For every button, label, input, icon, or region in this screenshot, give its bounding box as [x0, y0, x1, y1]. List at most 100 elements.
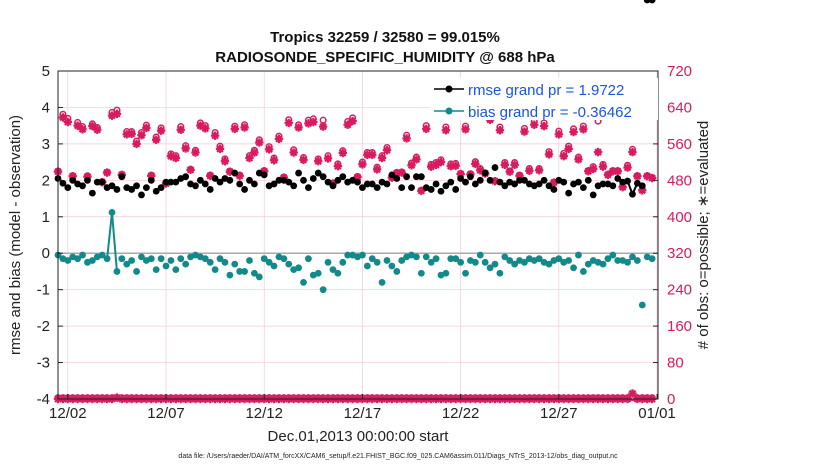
obs-evaluated-stroke [613, 167, 622, 175]
obs-evaluated-point [210, 131, 220, 140]
obs-evaluated-point [318, 122, 328, 131]
bias-point [599, 260, 607, 268]
bias-point [422, 253, 430, 261]
obs-evaluated-point [255, 138, 264, 147]
obs-evaluated-stroke [181, 144, 190, 153]
rmse-point [496, 178, 504, 186]
obs-evaluated-point [372, 165, 382, 174]
bias-point [206, 258, 214, 266]
bias-point [319, 286, 327, 294]
bias-point [575, 251, 582, 259]
obs-evaluated-point [314, 157, 323, 166]
obs-evaluated-point [142, 123, 151, 133]
obs-evaluated-point [368, 150, 377, 160]
rmse-point [486, 176, 494, 184]
x-tick-label: 12/27 [540, 405, 578, 422]
obs-evaluated-point [647, 173, 657, 183]
y-tick-label: 1 [42, 209, 50, 226]
rmse-point [192, 182, 199, 190]
y-right-tick-label: 0 [667, 391, 675, 408]
rmse-point [447, 178, 455, 186]
bias-point [383, 257, 391, 264]
obs-evaluated-stroke [559, 152, 568, 160]
obs-evaluated-stroke [294, 123, 303, 132]
rmse-point [319, 173, 327, 181]
obs-evaluated-stroke [93, 126, 102, 134]
rmse-point [241, 186, 248, 193]
rmse-point [182, 173, 190, 181]
obs-evaluated-stroke [142, 124, 151, 132]
rmse-point [614, 175, 622, 182]
rmse-point [393, 175, 401, 182]
rmse-point [354, 178, 361, 186]
obs-evaluated-stroke [471, 160, 480, 168]
rmse-point [167, 178, 175, 186]
bias-point [157, 255, 165, 263]
rmse-point [491, 164, 499, 171]
rmse-point [290, 182, 298, 190]
rmse-point [398, 184, 406, 192]
obs-evaluated-stroke [137, 131, 146, 139]
obs-evaluated-stroke [545, 150, 553, 159]
obs-evaluated-stroke [476, 166, 485, 175]
obs-evaluated-point [539, 121, 549, 131]
obs-evaluated-stroke [275, 135, 283, 143]
obs-evaluated-stroke [157, 126, 165, 135]
bias-point [545, 260, 553, 268]
obs-evaluated-point [323, 154, 333, 163]
obs-evaluated-stroke [373, 165, 381, 174]
bias-point [270, 262, 278, 270]
y-tick-label: 5 [42, 63, 50, 80]
y-tick-label: -3 [37, 355, 50, 372]
rmse-point [133, 182, 140, 190]
bias-point [648, 255, 656, 263]
obs-evaluated-stroke [348, 117, 357, 125]
obs-evaluated-stroke [186, 166, 195, 174]
bias-point [133, 268, 140, 275]
obs-evaluated-stroke [437, 158, 445, 166]
obs-evaluated-stroke [216, 145, 224, 153]
bias-point [152, 266, 160, 274]
bias-point [167, 257, 175, 264]
rmse-point [432, 180, 440, 188]
rmse-point [206, 186, 214, 193]
bias-point [118, 255, 126, 263]
bias-point [236, 268, 244, 275]
obs-evaluated-stroke [510, 161, 519, 169]
obs-evaluated-stroke [270, 156, 278, 165]
bias-point [457, 258, 465, 266]
rmse-point [231, 169, 239, 177]
bias-point [88, 257, 96, 264]
obs-evaluated-point [397, 168, 406, 177]
obs-evaluated-point [382, 146, 392, 155]
legend-rmse-marker [445, 85, 453, 93]
obs-evaluated-point [613, 167, 622, 176]
obs-evaluated-point [451, 161, 460, 170]
bias-point [378, 278, 386, 286]
rmse-point [560, 178, 568, 186]
rmse-point [550, 186, 558, 193]
bias-point [373, 258, 381, 266]
obs-evaluated-stroke [309, 118, 318, 126]
y-tick-label: 2 [42, 172, 50, 189]
rmse-point [118, 173, 126, 181]
rmse-point [457, 175, 465, 182]
obs-evaluated-point [191, 148, 200, 157]
rmse-point [403, 173, 411, 181]
bias-line-segment [111, 212, 118, 272]
obs-evaluated-stroke [206, 172, 214, 180]
obs-evaluated-stroke [59, 113, 67, 122]
y-axis-label-right: # of obs: o=possible; ∗=evaluated [695, 121, 712, 350]
obs-evaluated-point [623, 163, 632, 172]
bias-point [260, 255, 268, 263]
rmse-point [260, 171, 268, 179]
obs-evaluated-stroke [191, 148, 200, 157]
bias-point [624, 258, 631, 266]
obs-evaluated-stroke [412, 155, 421, 164]
rmse-point [108, 182, 116, 190]
x-tick-label: 12/22 [442, 405, 480, 422]
bias-point [305, 255, 312, 263]
rmse-point [648, 0, 656, 4]
legend-box [430, 78, 658, 120]
obs-evaluated-point [544, 150, 554, 159]
